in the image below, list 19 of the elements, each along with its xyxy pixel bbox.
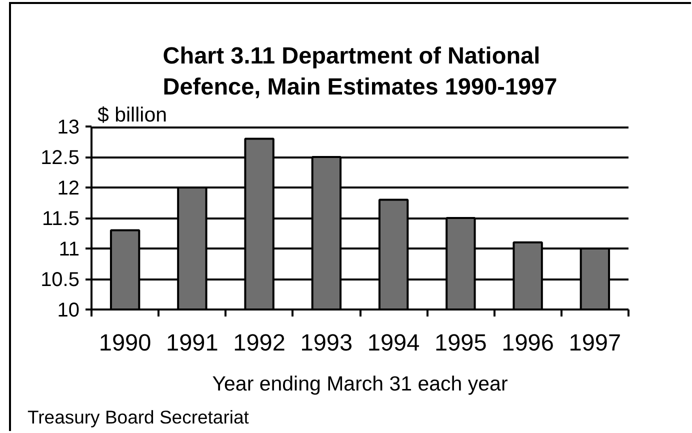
y-tick-label: 10.5	[40, 269, 80, 291]
x-axis-title: Year ending March 31 each year	[212, 372, 508, 396]
y-axis-title: $ billion	[98, 104, 168, 126]
y-tick-label: 13	[57, 116, 80, 138]
y-tick-label: 11.5	[42, 208, 80, 230]
y-tick-label: 11	[58, 238, 80, 260]
x-tick-label: 1993	[300, 330, 353, 356]
x-tick-label: 1996	[502, 330, 554, 356]
x-tick-label: 1990	[98, 330, 152, 356]
chart-title: Chart 3.11 Department of National Defence, Main Estimates 1990-1997	[162, 42, 558, 100]
y-tick-label: 10	[57, 300, 80, 322]
x-tick-label: 1995	[434, 330, 487, 356]
x-tick-label: 1991	[166, 330, 218, 356]
x-tick-label: 1994	[367, 330, 420, 356]
y-tick-label: 12	[57, 178, 80, 200]
y-tick-label: 12.5	[40, 147, 80, 169]
x-tick-label: 1992	[233, 330, 286, 356]
text: Treasury Board Secretariat	[28, 406, 249, 428]
x-tick-label: 1997	[568, 330, 622, 356]
